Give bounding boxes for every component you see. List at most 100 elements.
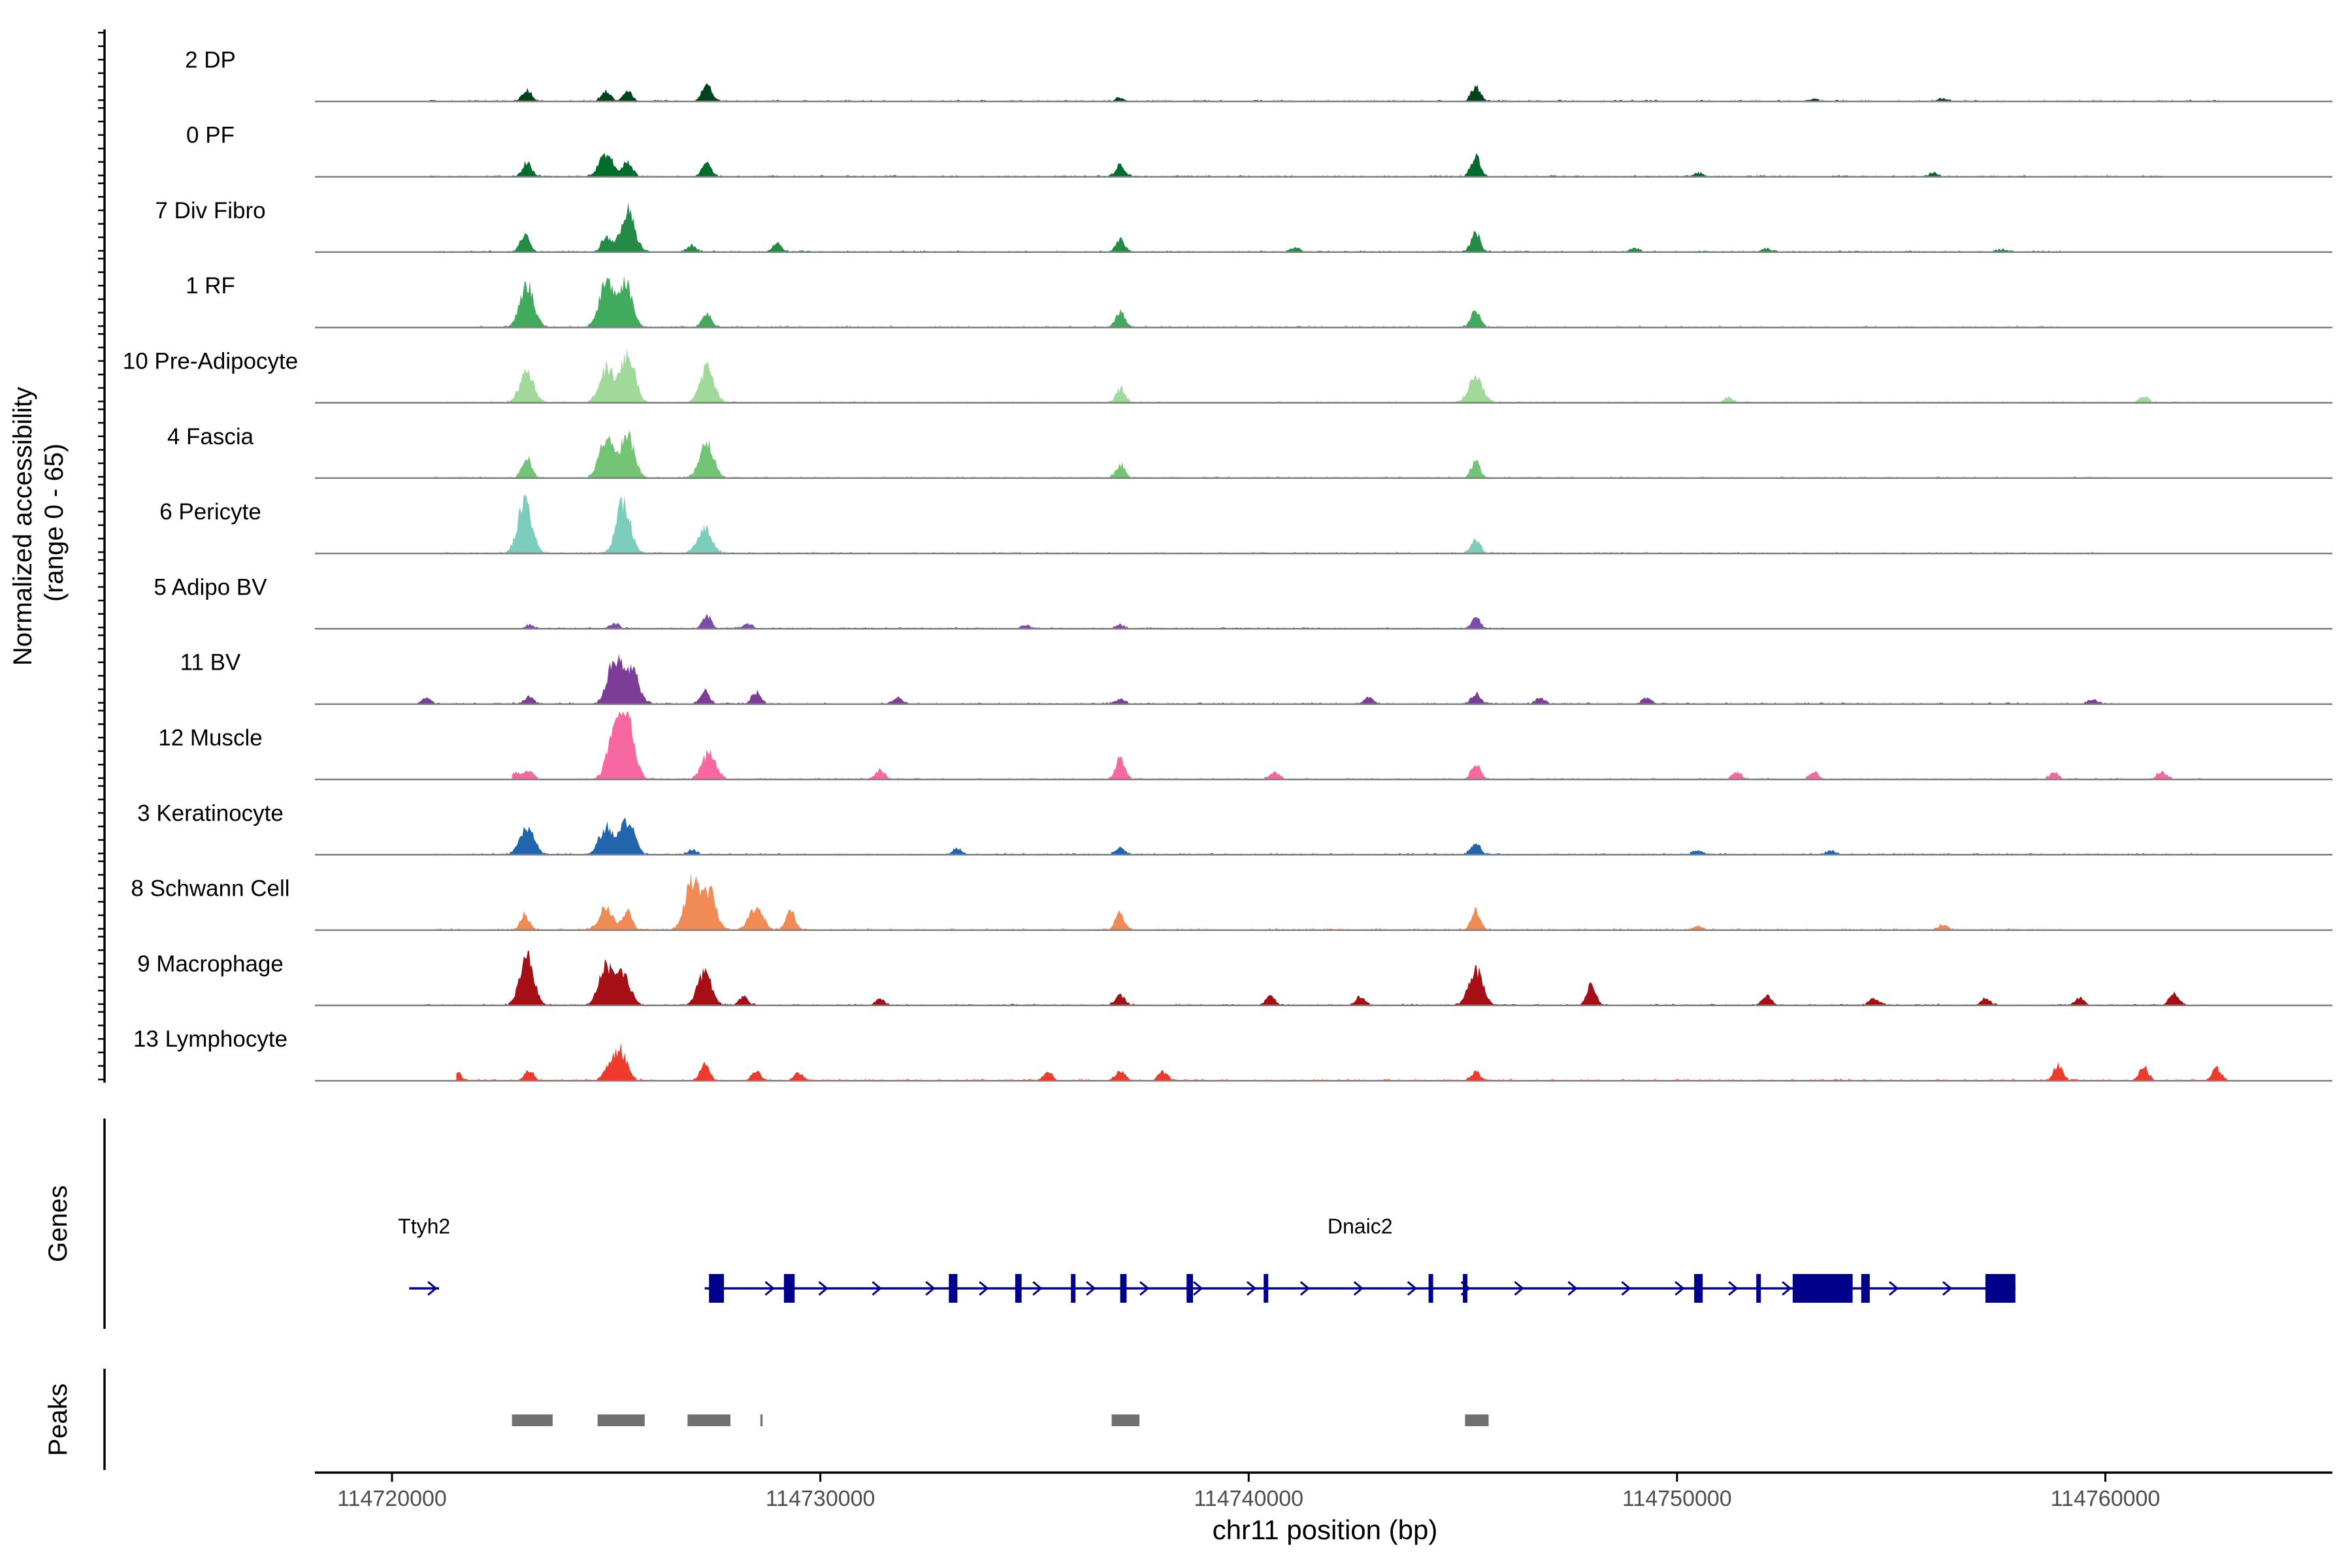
peak-region [760,1414,763,1426]
track-label: 9 Macrophage [137,951,284,977]
track-label: 8 Schwann Cell [131,876,289,902]
track-1-rf [315,275,2332,329]
coverage-area [434,872,2063,930]
exon-block [1985,1274,2016,1303]
track-3-keratinocyte [315,818,2332,856]
track-label: 0 PF [186,123,235,148]
x-axis-label: chr11 position (bp) [1213,1514,1438,1545]
track-label: 1 RF [186,273,235,299]
track-label: 7 Div Fibro [155,198,265,223]
track-label: 11 BV [180,650,241,676]
coverage-area [434,348,2221,403]
coverage-area [434,203,2063,252]
strand-arrow [1567,1281,1578,1296]
coverage-area [417,653,2119,704]
track-0-pf [315,153,2332,178]
track-label: 10 Pre-Adipocyte [123,349,298,374]
strand-arrow [1139,1281,1150,1296]
track-label: 12 Muscle [158,725,263,751]
coverage-tracks [315,83,2332,1082]
gene-name: Ttyh2 [398,1215,450,1238]
exon-block [1792,1274,1853,1303]
track-13-lymphocyte [315,1042,2332,1082]
track-label: 13 Lymphocyte [133,1026,287,1052]
x-tick-label: 114720000 [337,1486,447,1511]
strand-arrow [764,1281,775,1296]
track-label: 5 Adipo BV [154,574,267,600]
coverage-area [417,83,2221,102]
x-axis: chr11 position (bp) 114720000 114730000 11… [315,1471,2332,1545]
exon-block [1015,1274,1022,1303]
coverage-area [434,818,2221,855]
track-12-muscle [315,711,2332,781]
strand-arrow [818,1281,828,1296]
strand-arrow [872,1281,882,1296]
coverage-area [417,153,2161,177]
genes-panel: Genes Ttyh2 Dnaic2 [44,1119,2016,1329]
track-6-pericyte [315,494,2332,555]
gene-ttyh2: Ttyh2 [398,1215,450,1296]
exon-block [1428,1274,1433,1303]
track-8-schwann-cell [315,872,2332,931]
peaks-panel-label: Peaks [44,1383,73,1456]
strand-arrow [1193,1281,1203,1296]
exon-block [949,1274,958,1303]
exon-block [709,1274,725,1303]
track-label: 6 Pericyte [159,499,261,525]
exon-block [1756,1274,1761,1303]
accessibility-axis: Normalized accessibility (range 0 - 65) [8,29,106,1083]
coverage-area [520,614,1506,629]
track-5-adipo-bv [315,614,2332,630]
coverage-area [434,494,2106,554]
exon-block [1861,1274,1870,1303]
peak-region [512,1414,553,1426]
track-2-dp [315,83,2332,103]
strand-arrow [1086,1281,1096,1296]
strand-arrow [1782,1281,1792,1296]
coverage-area [478,275,2063,328]
peak-region [1111,1414,1140,1426]
coverage-area [434,430,2106,478]
coverage-area [456,1042,2234,1081]
strand-arrow [1514,1281,1524,1296]
strand-arrow [427,1281,438,1296]
exon-block [1264,1274,1269,1303]
exon-block [1694,1274,1703,1303]
y-axis-label: Normalized accessibility (range 0 - 65) [8,380,69,666]
strand-arrow [1728,1281,1739,1296]
x-tick-label: 114730000 [766,1486,875,1511]
strand-arrow [1674,1281,1685,1296]
strand-arrow [1942,1281,1953,1296]
strand-arrow [1621,1281,1631,1296]
strand-arrow [1299,1281,1311,1296]
strand-arrow [1353,1281,1364,1296]
exon-block [1186,1274,1193,1303]
coverage-area [421,951,2204,1005]
exon-block [783,1274,795,1303]
strand-arrow [1246,1281,1257,1296]
genes-panel-label: Genes [44,1185,73,1262]
track-11-bv [315,653,2332,705]
track-10-pre-adipocyte [315,348,2332,404]
exon-block [1463,1274,1468,1303]
x-tick-label: 114740000 [1194,1486,1303,1511]
track-labels: 2 DP 0 PF 7 Div Fibro 1 RF 10 Pre-Adipocyte 4… [123,47,298,1052]
peak-region [1465,1414,1489,1426]
strand-arrow [1407,1281,1418,1296]
strand-arrow [979,1281,989,1296]
track-9-macrophage [315,951,2332,1007]
peak-region [687,1414,730,1426]
x-tick-label: 114750000 [1622,1486,1732,1511]
exon-block [1120,1274,1127,1303]
peaks-panel: Peaks [44,1369,1489,1470]
strand-arrow [925,1281,936,1296]
track-4-fascia [315,430,2332,480]
x-tick-label: 114760000 [2051,1486,2161,1511]
peak-region [597,1414,645,1426]
strand-arrow [1889,1281,1899,1296]
track-label: 4 Fascia [167,424,254,449]
exon-block [1071,1274,1076,1303]
track-7-div-fibro [315,203,2332,253]
gene-dnaic2: Dnaic2 [704,1215,2016,1303]
